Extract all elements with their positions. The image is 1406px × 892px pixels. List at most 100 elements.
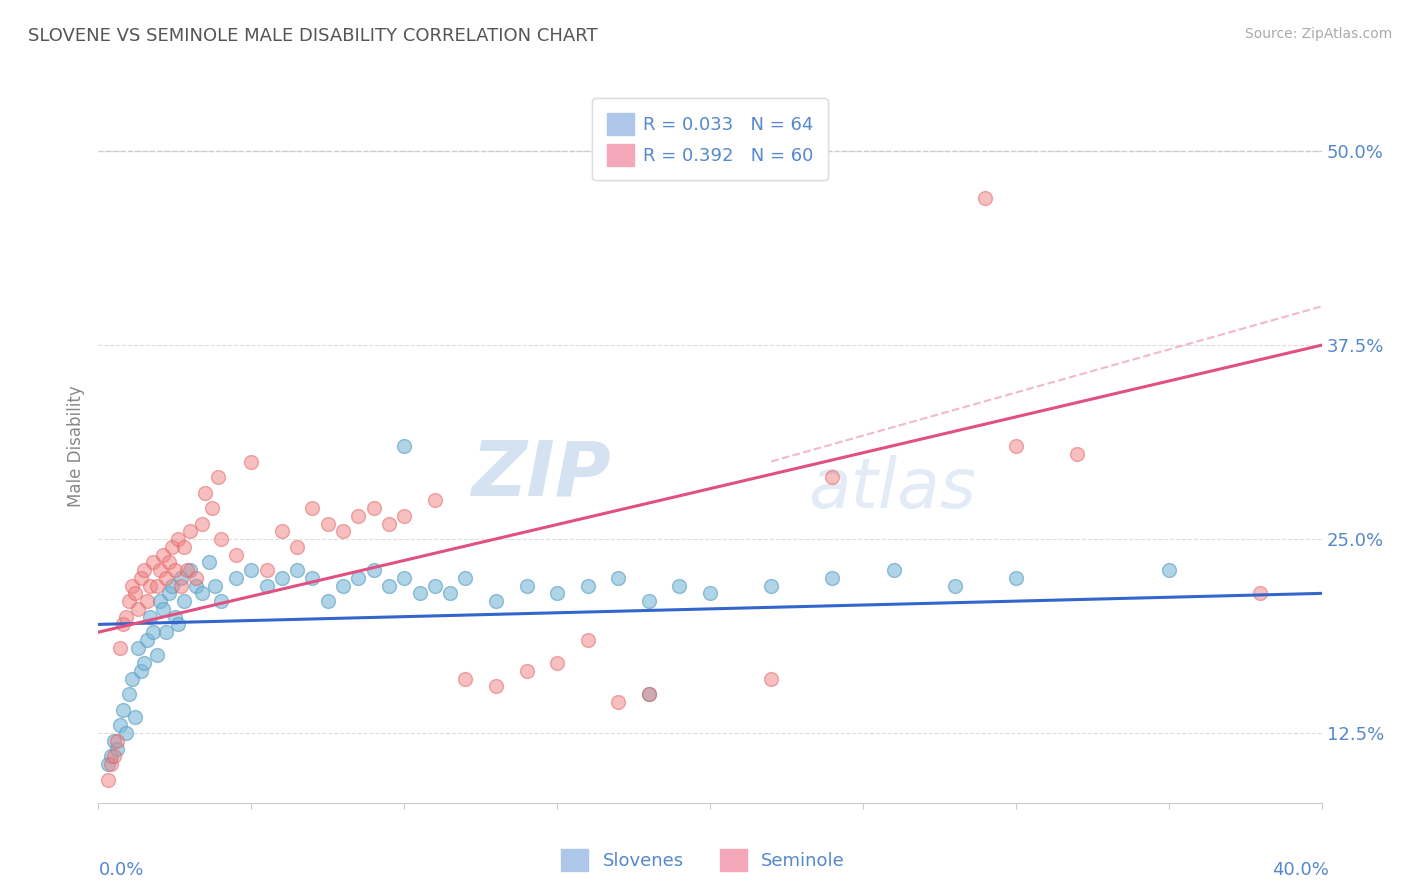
Point: [576, 632, 599, 647]
Y-axis label: Male Disability: Male Disability: [66, 385, 84, 507]
Point: [121, 672, 143, 686]
Point: [163, 609, 186, 624]
Point: [607, 571, 630, 585]
Point: [347, 508, 370, 523]
Point: [197, 555, 219, 569]
Point: [152, 548, 174, 562]
Point: [134, 563, 156, 577]
Text: atlas: atlas: [808, 455, 976, 523]
Point: [516, 579, 538, 593]
Point: [1004, 571, 1026, 585]
Point: [974, 191, 997, 205]
Point: [129, 571, 152, 585]
Point: [142, 625, 165, 640]
Point: [332, 524, 354, 539]
Point: [136, 632, 159, 647]
Point: [145, 579, 167, 593]
Point: [160, 540, 183, 554]
Point: [145, 648, 167, 663]
Point: [170, 579, 193, 593]
Point: [347, 571, 370, 585]
Point: [204, 579, 226, 593]
Point: [485, 680, 508, 694]
Point: [408, 586, 430, 600]
Point: [209, 532, 232, 546]
Point: [179, 524, 201, 539]
Point: [139, 579, 162, 593]
Point: [167, 532, 190, 546]
Point: [363, 501, 385, 516]
Point: [186, 579, 208, 593]
Point: [883, 563, 905, 577]
Point: [173, 540, 195, 554]
Point: [136, 594, 159, 608]
Point: [316, 516, 339, 531]
Point: [1004, 439, 1026, 453]
Point: [454, 571, 477, 585]
Point: [301, 501, 323, 516]
Point: [423, 579, 446, 593]
Point: [943, 579, 966, 593]
Point: [270, 571, 294, 585]
Point: [423, 493, 446, 508]
Point: [191, 516, 214, 531]
Point: [111, 617, 134, 632]
Point: [105, 733, 128, 747]
Point: [149, 563, 172, 577]
Point: [637, 687, 661, 701]
Point: [170, 571, 193, 585]
Point: [149, 594, 172, 608]
Point: [256, 563, 278, 577]
Point: [454, 672, 477, 686]
Point: [363, 563, 385, 577]
Point: [225, 548, 247, 562]
Point: [1250, 586, 1272, 600]
Point: [134, 656, 156, 670]
Point: [485, 594, 508, 608]
Point: [100, 749, 122, 764]
Point: [173, 594, 195, 608]
Point: [225, 571, 247, 585]
Point: [105, 741, 128, 756]
Point: [607, 695, 630, 709]
Point: [821, 571, 844, 585]
Text: 40.0%: 40.0%: [1272, 861, 1329, 879]
Point: [176, 563, 198, 577]
Point: [546, 586, 568, 600]
Point: [392, 571, 416, 585]
Point: [155, 625, 177, 640]
Point: [186, 571, 208, 585]
Point: [637, 687, 661, 701]
Point: [118, 687, 141, 701]
Point: [108, 718, 131, 732]
Point: [637, 594, 661, 608]
Point: [118, 594, 141, 608]
Point: [1066, 447, 1088, 461]
Text: Source: ZipAtlas.com: Source: ZipAtlas.com: [1244, 27, 1392, 41]
Point: [103, 749, 125, 764]
Point: [332, 579, 354, 593]
Point: [124, 710, 146, 724]
Point: [546, 656, 568, 670]
Point: [240, 454, 263, 468]
Text: SLOVENE VS SEMINOLE MALE DISABILITY CORRELATION CHART: SLOVENE VS SEMINOLE MALE DISABILITY CORR…: [28, 27, 598, 45]
Point: [207, 470, 229, 484]
Point: [167, 617, 190, 632]
Point: [439, 586, 461, 600]
Point: [97, 757, 120, 772]
Point: [821, 470, 844, 484]
Point: [155, 571, 177, 585]
Legend: Slovenes, Seminole: Slovenes, Seminole: [554, 842, 852, 879]
Point: [240, 563, 263, 577]
Point: [191, 586, 214, 600]
Point: [200, 501, 222, 516]
Point: [121, 579, 143, 593]
Legend: R = 0.033   N = 64, R = 0.392   N = 60: R = 0.033 N = 64, R = 0.392 N = 60: [592, 98, 828, 180]
Point: [194, 485, 217, 500]
Point: [129, 664, 152, 678]
Point: [115, 609, 138, 624]
Point: [316, 594, 339, 608]
Point: [152, 602, 174, 616]
Point: [761, 579, 783, 593]
Point: [108, 640, 131, 655]
